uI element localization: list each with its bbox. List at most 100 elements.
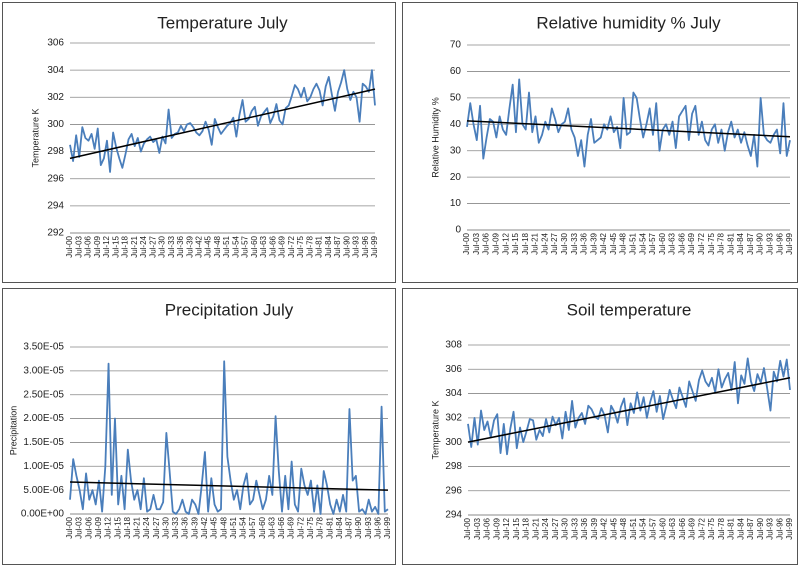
chart-title: Soil temperature [567, 300, 692, 319]
x-tick-label: Jul-30 [560, 232, 569, 254]
y-tick-label: 306 [47, 38, 64, 49]
y-axis-label: Relative Humidity % [430, 97, 440, 178]
x-tick-label: Jul-51 [629, 517, 638, 539]
x-tick-label: Jul-00 [65, 516, 74, 538]
x-tick-label: Jul-66 [677, 232, 686, 254]
x-tick-label: Jul-30 [161, 516, 170, 538]
x-tick-label: Jul-27 [550, 232, 559, 254]
x-tick-label: Jul-45 [609, 517, 618, 539]
y-tick-label: 294 [445, 510, 462, 521]
x-tick-label: Jul-12 [502, 517, 511, 539]
x-tick-label: Jul-33 [171, 516, 180, 538]
x-tick-label: Jul-81 [325, 516, 334, 538]
y-tick-label: 60 [450, 66, 462, 77]
x-tick-label: Jul-36 [176, 235, 185, 257]
x-tick-label: Jul-03 [75, 516, 84, 538]
x-tick-label: Jul-06 [482, 232, 491, 254]
x-tick-label: Jul-87 [746, 517, 755, 539]
x-tick-label: Jul-18 [522, 517, 531, 539]
y-tick-label: 308 [445, 340, 462, 351]
y-tick-label: 20 [450, 172, 462, 183]
x-tick-label: Jul-81 [727, 517, 736, 539]
panel [2, 2, 396, 283]
x-tick-label: Jul-78 [305, 235, 314, 257]
chart-title: Precipitation July [165, 300, 294, 319]
x-tick-label: Jul-99 [785, 517, 794, 539]
x-tick-label: Jul-03 [74, 235, 83, 257]
y-tick-label: 304 [445, 388, 462, 399]
x-tick-label: Jul-33 [570, 517, 579, 539]
x-tick-label: Jul-63 [267, 516, 276, 538]
x-tick-label: Jul-96 [775, 232, 784, 254]
y-tick-label: 306 [445, 364, 462, 375]
panel [402, 2, 798, 283]
y-tick-label: 40 [450, 119, 462, 130]
x-tick-label: Jul-75 [306, 516, 315, 538]
x-tick-label: Jul-93 [352, 235, 361, 257]
x-tick-label: Jul-21 [133, 516, 142, 538]
x-tick-label: Jul-42 [200, 516, 209, 538]
x-tick-label: Jul-63 [668, 517, 677, 539]
x-tick-label: Jul-09 [93, 235, 102, 257]
x-tick-label: Jul-87 [345, 516, 354, 538]
x-tick-label: Jul-69 [287, 516, 296, 538]
x-tick-label: Jul-03 [472, 232, 481, 254]
x-tick-label: Jul-54 [231, 235, 240, 257]
y-tick-label: 5.00E-06 [23, 485, 64, 496]
y-tick-label: 2.50E-05 [23, 389, 64, 400]
x-tick-label: Jul-75 [707, 232, 716, 254]
x-tick-label: Jul-39 [185, 235, 194, 257]
y-tick-label: 296 [47, 173, 64, 184]
x-tick-label: Jul-51 [629, 232, 638, 254]
x-tick-label: Jul-00 [463, 517, 472, 539]
x-tick-label: Jul-39 [589, 232, 598, 254]
x-tick-label: Jul-06 [84, 516, 93, 538]
data-line [69, 69, 376, 173]
trend-line [467, 377, 791, 443]
x-tick-label: Jul-57 [241, 235, 250, 257]
chart-title: Temperature July [157, 13, 288, 32]
trend-line [466, 120, 791, 138]
y-axis-label: Temperature K [30, 108, 40, 167]
x-tick-label: Jul-12 [104, 516, 113, 538]
x-tick-label: Jul-93 [766, 232, 775, 254]
x-tick-label: Jul-03 [473, 517, 482, 539]
chart-title: Relative humidity % July [536, 13, 721, 32]
x-tick-label: Jul-81 [315, 235, 324, 257]
x-tick-label: Jul-99 [785, 232, 794, 254]
x-tick-label: Jul-90 [354, 516, 363, 538]
x-tick-label: Jul-63 [668, 232, 677, 254]
x-tick-label: Jul-09 [491, 232, 500, 254]
y-tick-label: 3.00E-05 [23, 365, 64, 376]
x-tick-label: Jul-57 [648, 232, 657, 254]
x-tick-label: Jul-09 [492, 517, 501, 539]
x-tick-label: Jul-87 [746, 232, 755, 254]
x-tick-label: Jul-24 [540, 232, 549, 254]
x-tick-label: Jul-96 [373, 516, 382, 538]
y-tick-label: 292 [47, 228, 64, 239]
x-tick-label: Jul-72 [697, 517, 706, 539]
x-tick-label: Jul-18 [123, 516, 132, 538]
x-tick-label: Jul-93 [364, 516, 373, 538]
x-tick-label: Jul-15 [511, 232, 520, 254]
x-tick-label: Jul-66 [678, 517, 687, 539]
x-tick-label: Jul-45 [609, 232, 618, 254]
x-tick-label: Jul-99 [370, 235, 379, 257]
x-tick-label: Jul-24 [139, 235, 148, 257]
x-tick-label: Jul-63 [259, 235, 268, 257]
y-tick-label: 0 [455, 225, 461, 236]
y-tick-label: 304 [47, 65, 64, 76]
data-line [467, 357, 791, 456]
x-tick-label: Jul-60 [658, 232, 667, 254]
y-tick-label: 3.50E-05 [23, 342, 64, 353]
x-tick-label: Jul-54 [239, 516, 248, 538]
y-axis-label: Precipitation [8, 406, 18, 456]
y-tick-label: 70 [450, 40, 462, 51]
x-tick-label: Jul-84 [736, 232, 745, 254]
x-tick-label: Jul-27 [148, 235, 157, 257]
x-tick-label: Jul-72 [287, 235, 296, 257]
x-tick-label: Jul-48 [213, 235, 222, 257]
x-tick-label: Jul-24 [142, 516, 151, 538]
x-tick-label: Jul-60 [658, 517, 667, 539]
x-tick-label: Jul-57 [649, 517, 658, 539]
